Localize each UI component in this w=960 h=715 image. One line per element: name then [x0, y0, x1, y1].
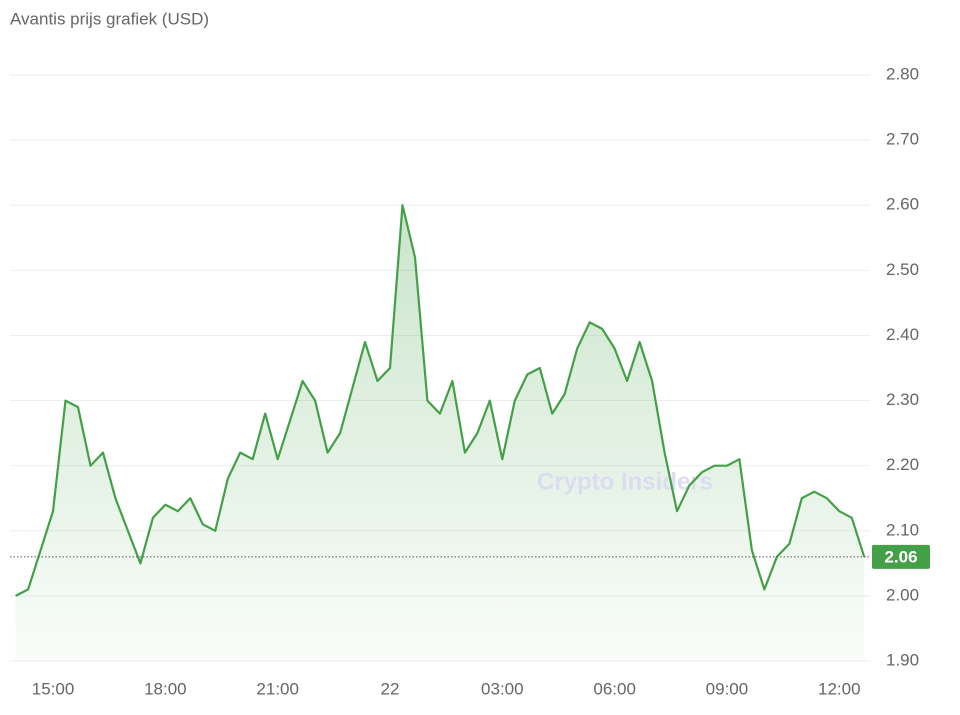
last-price-label: 2.06 [884, 547, 917, 566]
chart-title: Avantis prijs grafiek (USD) [10, 9, 209, 28]
y-tick-label: 2.60 [886, 195, 919, 214]
y-tick-label: 2.40 [886, 325, 919, 344]
y-tick-label: 2.30 [886, 390, 919, 409]
watermark: Crypto Insiders [537, 468, 713, 495]
y-tick-label: 2.50 [886, 260, 919, 279]
x-tick-label: 09:00 [706, 679, 749, 698]
x-tick-label: 18:00 [144, 679, 187, 698]
x-tick-label: 03:00 [481, 679, 524, 698]
y-tick-label: 1.90 [886, 650, 919, 669]
y-tick-label: 2.20 [886, 455, 919, 474]
y-tick-label: 2.80 [886, 64, 919, 83]
x-tick-label: 06:00 [593, 679, 636, 698]
y-tick-label: 2.00 [886, 585, 919, 604]
y-tick-label: 2.10 [886, 520, 919, 539]
y-tick-label: 2.70 [886, 130, 919, 149]
price-line [15, 204, 866, 597]
last-price-badge [872, 544, 930, 569]
x-tick-label: 12:00 [818, 679, 861, 698]
area [15, 205, 865, 661]
x-tick-label: 21:00 [256, 679, 299, 698]
x-tick-label: 22 [381, 679, 400, 698]
x-tick-label: 15:00 [32, 679, 75, 698]
